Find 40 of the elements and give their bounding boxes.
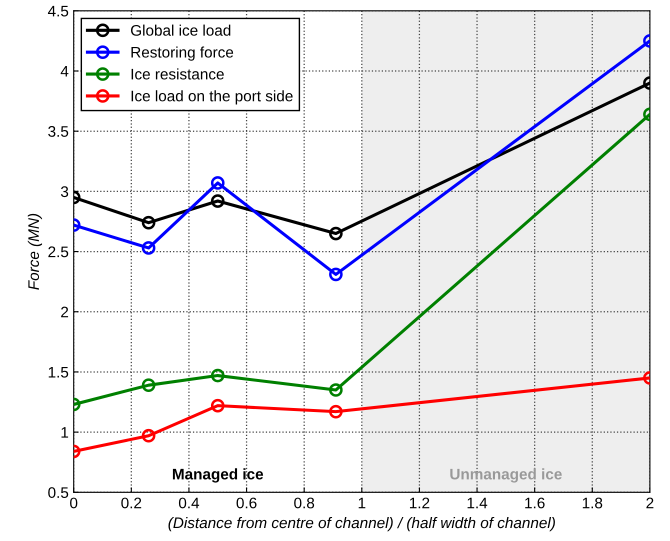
point — [210, 368, 225, 382]
point — [142, 241, 156, 255]
annotation: Managed ice — [172, 468, 264, 483]
x-tick-label: 1.4 — [468, 498, 488, 508]
x-tick-label: 2 — [646, 498, 654, 508]
point — [142, 428, 156, 443]
legend-label: Ice load on the port side — [132, 90, 293, 104]
legend-label: Global ice load — [130, 24, 230, 36]
point — [329, 268, 343, 282]
y-tick-label: 1.5 — [48, 366, 68, 378]
y-axis-title: Force (MN) — [28, 214, 42, 290]
y-tick-label: 4 — [60, 66, 68, 77]
x-tick-label: 0.6 — [236, 498, 257, 508]
x-tick-label: 0.4 — [178, 498, 200, 508]
y-tick-label: 0.5 — [48, 487, 68, 498]
x-axis-title: (Distance from centre of channel) / (half width of channel) — [168, 516, 555, 532]
x-tick-label: 1.2 — [410, 498, 430, 508]
point — [210, 176, 225, 190]
x-tick-label: 1 — [358, 498, 366, 508]
point — [329, 383, 343, 397]
point — [142, 216, 156, 230]
y-tick-label: 4.5 — [48, 6, 68, 17]
x-tick-label: 0.2 — [121, 498, 142, 508]
point — [329, 226, 343, 240]
band-label: Unmanaged ice — [450, 468, 562, 483]
point — [142, 378, 156, 392]
x-tick-label: 0 — [70, 498, 78, 508]
y-tick-label: 2.5 — [48, 246, 68, 258]
y-tick-label: 3 — [60, 186, 68, 198]
legend-label: Ice resistance — [132, 68, 224, 80]
x-tick-label: 1.8 — [582, 498, 602, 508]
point — [210, 398, 225, 412]
x-tick-label: 0.8 — [294, 498, 314, 508]
point — [210, 194, 225, 208]
y-tick-label: 2 — [61, 306, 68, 318]
legend-label: Restoring force — [131, 46, 234, 61]
y-tick-label: 3.5 — [48, 126, 68, 137]
y-tick-label: 1 — [62, 427, 68, 438]
point — [329, 404, 343, 418]
x-tick-label: 1.6 — [525, 498, 545, 508]
